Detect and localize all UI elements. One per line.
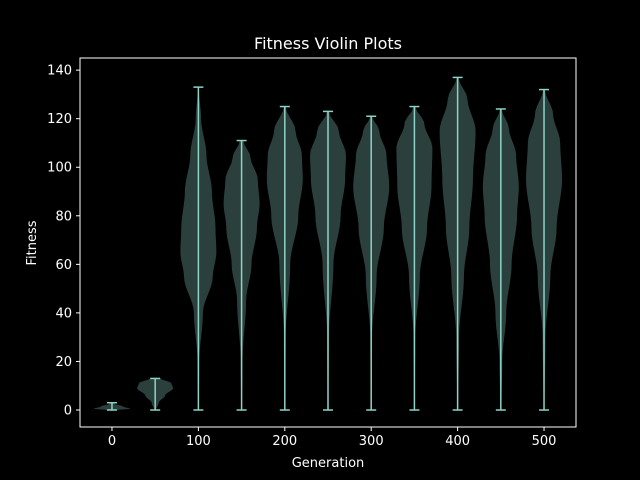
x-tick-label: 500 <box>532 434 557 449</box>
violin-400 <box>439 76 476 411</box>
y-axis: 0 20 40 60 80 100 120 140 <box>47 64 80 419</box>
violin-50 <box>137 377 174 411</box>
y-tick-label: 20 <box>55 355 72 370</box>
y-tick-label: 100 <box>47 161 72 176</box>
y-tick-label: 80 <box>55 209 72 224</box>
violin-350 <box>396 105 433 411</box>
x-tick-label: 200 <box>272 434 297 449</box>
x-tick-label: 0 <box>108 434 116 449</box>
violin-450 <box>482 108 519 411</box>
y-tick-label: 140 <box>47 64 72 79</box>
y-tick-label: 60 <box>55 258 72 273</box>
chart-title: Fitness Violin Plots <box>254 34 402 53</box>
violin-300 <box>353 115 390 411</box>
x-tick-label: 100 <box>186 434 211 449</box>
y-tick-label: 120 <box>47 112 72 127</box>
violin-100 <box>180 86 217 411</box>
violin-200 <box>266 105 303 411</box>
violin-150 <box>223 139 260 411</box>
y-tick-label: 0 <box>64 404 72 419</box>
x-axis: 0 100 200 300 400 500 <box>108 427 557 449</box>
x-tick-label: 300 <box>359 434 384 449</box>
axes-frame <box>79 57 577 428</box>
violin-500 <box>526 88 563 411</box>
violin-250 <box>310 110 346 411</box>
violin-0 <box>93 401 130 411</box>
plot-area <box>93 76 563 411</box>
x-tick-label: 400 <box>445 434 470 449</box>
y-axis-label: Fitness <box>25 220 40 265</box>
x-axis-label: Generation <box>292 456 365 471</box>
y-tick-label: 40 <box>55 306 72 321</box>
